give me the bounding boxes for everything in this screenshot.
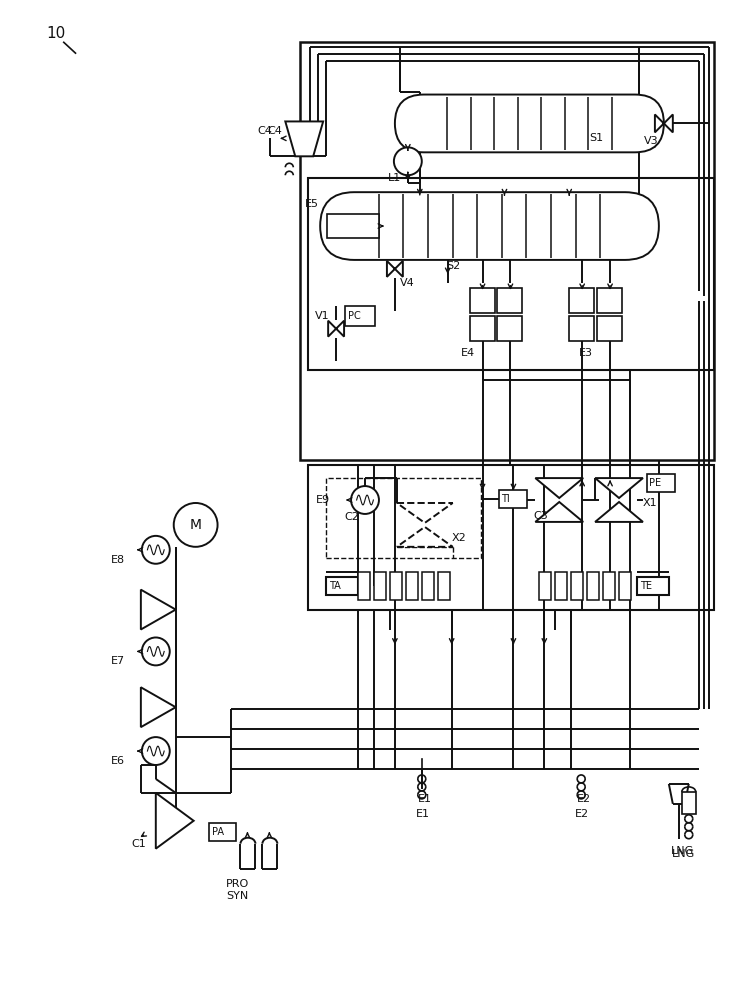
Bar (406, 572, 418, 600)
Polygon shape (387, 261, 403, 277)
Text: E3: E3 (579, 348, 593, 358)
Text: V4: V4 (400, 278, 414, 288)
Text: M: M (189, 518, 202, 532)
Text: V1: V1 (315, 311, 330, 321)
Text: E5: E5 (306, 199, 319, 209)
Bar (374, 572, 386, 600)
Text: 10: 10 (46, 26, 66, 41)
Bar (326, 577, 358, 595)
Text: PC: PC (348, 311, 361, 321)
Polygon shape (397, 527, 452, 547)
Text: TI: TI (501, 494, 510, 504)
Text: L1: L1 (388, 173, 401, 183)
Bar (438, 572, 450, 600)
Bar (569, 288, 594, 313)
Bar (499, 490, 527, 508)
Text: E6: E6 (111, 756, 125, 766)
Bar (597, 316, 622, 341)
Bar (498, 288, 523, 313)
Text: TE: TE (640, 581, 652, 591)
Polygon shape (595, 502, 643, 522)
Polygon shape (328, 321, 344, 337)
FancyBboxPatch shape (395, 95, 664, 152)
Bar (308, 178, 713, 370)
Text: E2: E2 (575, 809, 589, 819)
Bar (498, 316, 523, 341)
Bar (345, 306, 375, 326)
Text: S1: S1 (589, 133, 603, 143)
Bar (647, 474, 675, 492)
Text: V3: V3 (644, 136, 659, 146)
Bar (208, 823, 237, 841)
FancyBboxPatch shape (320, 192, 659, 260)
Circle shape (394, 147, 422, 175)
Text: S2: S2 (447, 261, 461, 271)
Bar (556, 572, 567, 600)
Polygon shape (535, 502, 583, 522)
Circle shape (142, 737, 170, 765)
Polygon shape (535, 478, 583, 498)
Bar (300, 42, 713, 460)
Text: PE: PE (649, 478, 661, 488)
Circle shape (174, 503, 218, 547)
Bar (539, 572, 551, 600)
Bar (571, 572, 583, 600)
Circle shape (142, 637, 170, 665)
Bar (469, 316, 494, 341)
Text: TA: TA (329, 581, 341, 591)
Bar (308, 465, 713, 610)
Text: X2: X2 (452, 533, 466, 543)
Text: C4: C4 (257, 126, 272, 136)
Polygon shape (655, 114, 673, 132)
Bar (619, 572, 631, 600)
Circle shape (351, 486, 379, 514)
Text: LNG: LNG (673, 849, 695, 859)
Text: E9: E9 (317, 495, 330, 505)
Text: E1: E1 (418, 794, 432, 804)
Polygon shape (595, 478, 643, 498)
Bar (422, 572, 433, 600)
Bar (682, 792, 696, 814)
Text: E1: E1 (416, 809, 430, 819)
Text: E4: E4 (461, 348, 474, 358)
Text: E7: E7 (111, 656, 125, 666)
Polygon shape (156, 793, 194, 849)
Bar (597, 288, 622, 313)
Bar (358, 572, 370, 600)
Text: C3: C3 (534, 511, 548, 521)
Polygon shape (397, 503, 452, 523)
Bar (390, 572, 402, 600)
Bar (327, 214, 379, 238)
Text: C4: C4 (268, 126, 282, 136)
Bar (569, 316, 594, 341)
Bar (637, 577, 669, 595)
Text: C2: C2 (344, 512, 359, 522)
Text: LNG: LNG (671, 846, 694, 856)
Text: E8: E8 (111, 555, 125, 565)
Polygon shape (141, 590, 175, 630)
Text: PRO: PRO (226, 879, 249, 889)
Text: E2: E2 (577, 794, 591, 804)
Bar (469, 288, 494, 313)
Bar (603, 572, 615, 600)
Bar (326, 478, 480, 558)
Text: X1: X1 (643, 498, 658, 508)
Text: SYN: SYN (227, 891, 249, 901)
Circle shape (142, 536, 170, 564)
Text: PA: PA (211, 827, 224, 837)
Text: C1: C1 (131, 839, 145, 849)
Polygon shape (141, 687, 175, 727)
Polygon shape (285, 121, 323, 156)
Bar (587, 572, 599, 600)
